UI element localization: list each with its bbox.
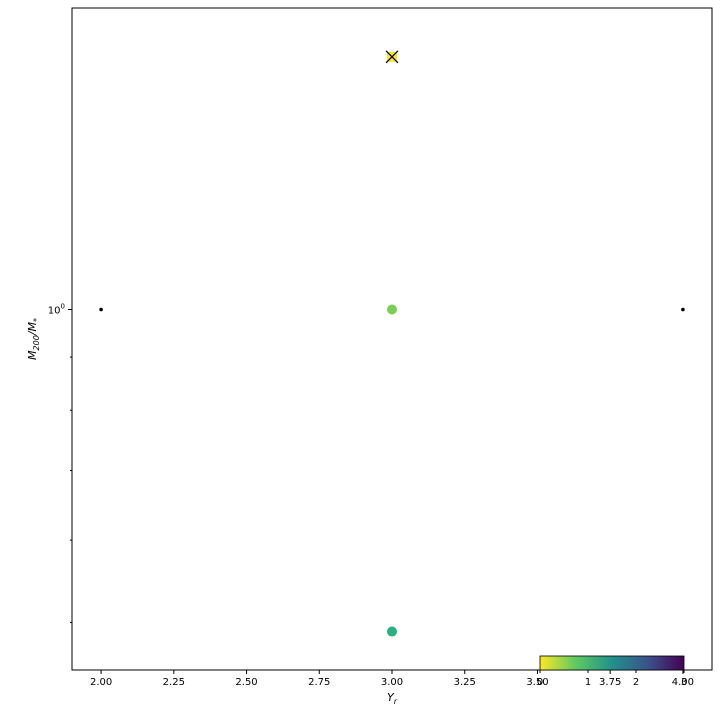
marker-x [385,50,399,64]
data-point-marked [385,50,399,64]
x-axis-label: Yr [387,691,398,706]
y-axis-ticks: 100 [48,303,72,623]
data-points [99,50,685,637]
y-tick-label: 100 [48,303,65,317]
data-point [99,307,103,312]
x-tick-label: 3.50 [526,677,548,688]
data-point [387,304,397,315]
colorbar: 0 1 2 3 [537,655,687,688]
y-axis-label: M200/M* [26,318,41,360]
colorbar-tick-label: 3 [681,677,687,688]
colorbar-gradient [539,655,685,671]
x-tick-label: 2.00 [90,677,112,688]
x-tick-label: 4.00 [672,677,694,688]
x-tick-label: 3.00 [381,677,403,688]
colorbar-tick-label: 2 [633,677,639,688]
x-tick-label: 3.25 [454,677,476,688]
colorbar-tick-label: 0 [537,677,543,688]
data-point [387,626,397,637]
x-tick-label: 3.75 [599,677,621,688]
colorbar-tick-label: 1 [585,677,591,688]
data-point [681,307,685,312]
x-tick-label: 2.50 [235,677,257,688]
x-axis-ticks: 2.00 2.25 2.50 2.75 3.00 3.25 3.50 3.75 4.00 [90,670,694,688]
x-tick-label: 2.75 [308,677,330,688]
plot-frame [71,7,713,671]
x-tick-label: 2.25 [163,677,185,688]
